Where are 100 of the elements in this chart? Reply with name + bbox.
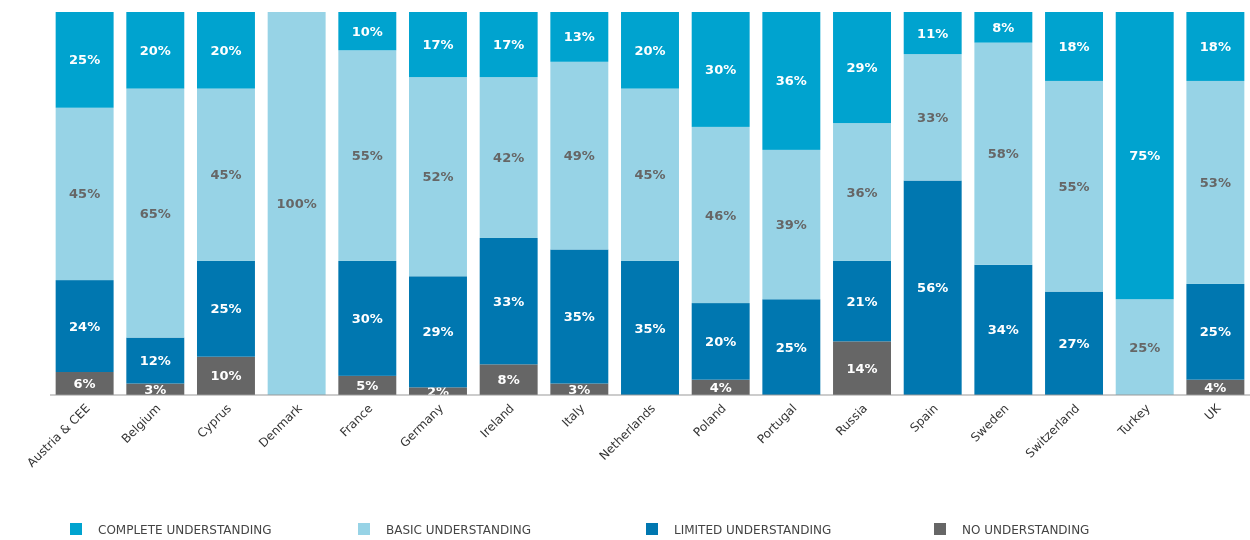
bar (621, 12, 679, 89)
data-label: 35% (634, 320, 666, 336)
data-label: 45% (634, 167, 666, 183)
bar (1045, 291, 1103, 395)
data-label: 20% (634, 42, 666, 58)
bar (691, 126, 750, 304)
bar (409, 77, 467, 277)
x-tick-label: UK (1201, 400, 1225, 423)
data-label: 45% (210, 167, 242, 183)
data-label: 46% (705, 207, 737, 223)
data-label: 18% (1058, 39, 1090, 55)
data-label: 75% (1129, 148, 1161, 164)
data-label: 65% (139, 205, 171, 221)
bar (55, 280, 114, 373)
data-label: 33% (917, 109, 949, 125)
legend-label: BASIC UNDERSTANDING (386, 523, 531, 538)
bar (1186, 80, 1245, 284)
data-label: 49% (563, 148, 595, 164)
bar (267, 12, 326, 395)
data-label: 36% (775, 73, 807, 89)
data-label: 25% (69, 52, 101, 68)
bar (479, 77, 538, 238)
data-label: 10% (210, 368, 242, 384)
data-label: 24% (69, 318, 101, 334)
data-label: 21% (846, 293, 878, 309)
data-label: 25% (775, 339, 807, 355)
legend-label: COMPLETE UNDERSTANDING (98, 523, 272, 538)
data-label: 17% (422, 37, 454, 53)
bar (409, 276, 467, 388)
bar (621, 260, 679, 395)
data-label: 14% (846, 360, 878, 376)
data-label: 20% (139, 42, 171, 58)
bar (833, 12, 891, 124)
bar (338, 260, 397, 376)
bar (338, 50, 397, 261)
bar (691, 303, 750, 380)
bar (338, 12, 397, 51)
data-label: 55% (351, 148, 383, 164)
data-label: 11% (917, 25, 949, 41)
bar (479, 12, 538, 78)
bar (126, 88, 185, 338)
data-label: 25% (210, 301, 242, 317)
bar (1045, 12, 1103, 81)
bar (55, 107, 114, 281)
legend-label: NO UNDERSTANDING (962, 523, 1090, 538)
bar (197, 12, 255, 89)
bar (550, 249, 609, 384)
bar (1115, 299, 1174, 395)
data-label: 58% (987, 146, 1019, 162)
data-label: 6% (73, 376, 96, 392)
bar (126, 337, 185, 384)
data-label: 53% (1199, 174, 1231, 190)
data-label: 25% (1129, 339, 1161, 355)
bar (762, 149, 821, 300)
data-label: 13% (563, 29, 595, 45)
bar (903, 180, 962, 395)
bar (833, 123, 891, 261)
data-label: 34% (987, 322, 1019, 338)
bar (762, 12, 821, 150)
bar (550, 12, 609, 62)
bar (197, 88, 255, 261)
data-label: 39% (775, 217, 807, 233)
data-label: 4% (1204, 379, 1227, 395)
data-label: 20% (705, 333, 737, 349)
data-label: 35% (563, 309, 595, 325)
bar (479, 364, 538, 395)
data-label: 27% (1058, 335, 1090, 351)
data-label: 56% (917, 280, 949, 296)
data-label: 29% (422, 324, 454, 340)
data-label: 10% (351, 23, 383, 39)
bar (550, 61, 609, 250)
data-label: 18% (1199, 39, 1231, 55)
bar (1186, 12, 1245, 81)
bar (55, 12, 114, 108)
bar (479, 237, 538, 365)
data-label: 45% (69, 186, 101, 202)
bar (833, 341, 891, 395)
bar (903, 54, 962, 181)
bar (1186, 283, 1245, 380)
legend-label: LIMITED UNDERSTANDING (674, 523, 832, 538)
data-label: 17% (493, 37, 525, 53)
data-label: 29% (846, 60, 878, 76)
bar (126, 12, 185, 89)
data-label: 55% (1058, 178, 1090, 194)
data-label: 12% (139, 353, 171, 369)
bar (762, 299, 821, 395)
bar (974, 42, 1033, 265)
data-label: 20% (210, 42, 242, 58)
bar (1045, 80, 1103, 292)
data-label: 36% (846, 184, 878, 200)
bar (903, 12, 962, 55)
bar (197, 260, 255, 357)
data-label: 8% (992, 19, 1015, 35)
bar (409, 12, 467, 78)
bar (833, 260, 891, 342)
data-label: 30% (705, 62, 737, 77)
data-label: 33% (493, 293, 525, 309)
bar (691, 12, 750, 127)
bar (1115, 12, 1174, 300)
bar (974, 264, 1033, 395)
